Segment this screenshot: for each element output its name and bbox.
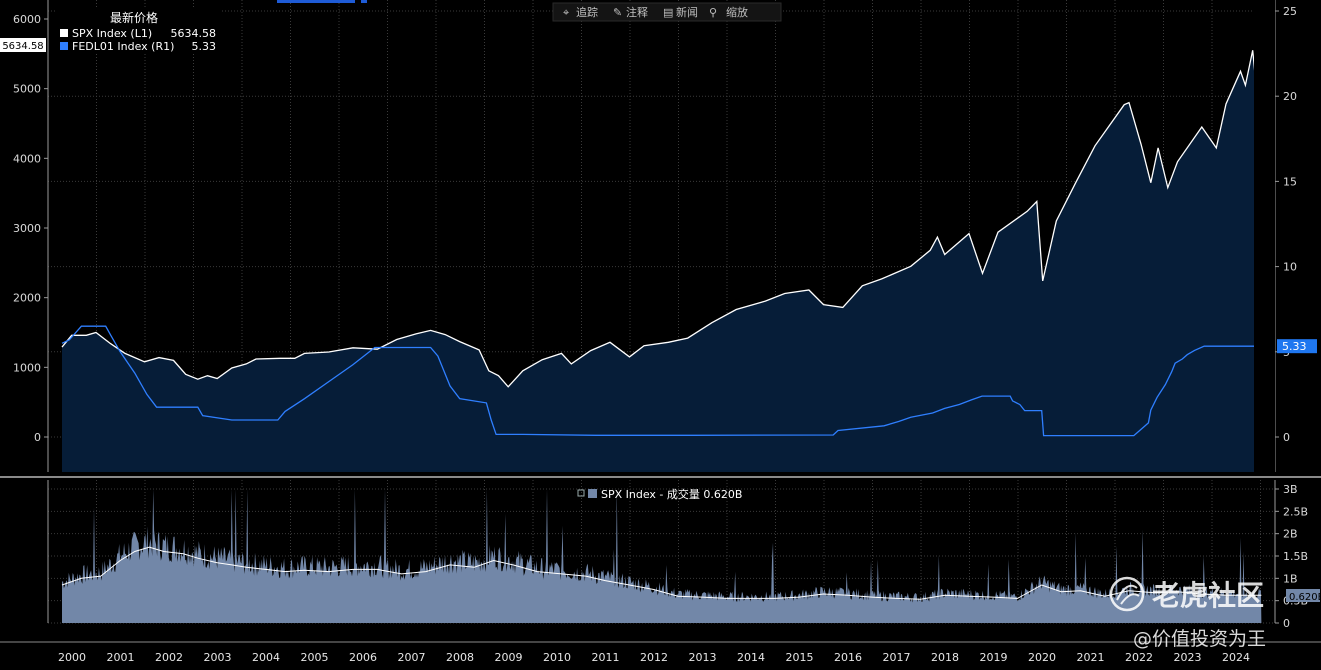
- watermark-author: @价值投资为王: [1133, 628, 1266, 650]
- x-tick-label: 2004: [252, 651, 280, 664]
- right-tick-label: 10: [1283, 261, 1297, 274]
- news-icon: ▤: [663, 6, 673, 19]
- x-tick-label: 2005: [301, 651, 329, 664]
- volume-tick-label: 2B: [1283, 528, 1298, 541]
- x-tick-label: 2022: [1125, 651, 1153, 664]
- spx-area: [62, 44, 1262, 472]
- last-value-fed: 5.33: [1277, 339, 1317, 354]
- crosshair-label: 追踪: [576, 5, 598, 19]
- volume-area: [62, 489, 1262, 623]
- right-axis-ticks: 0510152025: [1275, 5, 1297, 444]
- x-tick-label: 2002: [155, 651, 183, 664]
- zoom-button[interactable]: ⚲ 缩放: [709, 5, 748, 19]
- crosshair-icon: ⌖: [563, 6, 569, 19]
- news-label: 新闻: [676, 5, 698, 19]
- volume-tick-label: 3B: [1283, 483, 1298, 496]
- x-tick-label: 2020: [1028, 651, 1056, 664]
- right-tick-label: 20: [1283, 90, 1297, 103]
- x-tick-label: 2018: [931, 651, 959, 664]
- x-tick-label: 2013: [689, 651, 717, 664]
- x-tick-label: 2019: [980, 651, 1008, 664]
- annotate-label: 注释: [626, 5, 648, 19]
- watermark-logo-text: 老虎社区: [1152, 579, 1264, 612]
- legend-swatch-spx: [60, 29, 68, 37]
- x-tick-label: 2024: [1222, 651, 1250, 664]
- left-tick-label: 4000: [13, 152, 41, 165]
- left-tick-label: 5000: [13, 83, 41, 96]
- annotate-button[interactable]: ✎ 注释: [613, 5, 648, 19]
- last-value-spx: 5634.58: [0, 38, 46, 52]
- x-tick-label: 2003: [204, 651, 232, 664]
- watermark: 老虎社区 @价值投资为王: [1109, 576, 1266, 650]
- x-tick-label: 2010: [543, 651, 571, 664]
- magnifier-icon: ⚲: [709, 6, 717, 19]
- left-tick-label: 2000: [13, 292, 41, 305]
- x-axis-ticks: 2000 2001 2002 2003 2004 2005 2006 2007 2008 2009…: [58, 651, 1250, 664]
- volume-tick-label: 0: [1283, 617, 1290, 630]
- x-tick-label: 2009: [495, 651, 523, 664]
- x-tick-label: 2008: [446, 651, 474, 664]
- right-tick-label: 25: [1283, 5, 1297, 18]
- volume-tick-label: 2.5B: [1283, 505, 1308, 518]
- x-tick-label: 2001: [107, 651, 135, 664]
- legend-swatch-fed: [60, 42, 68, 50]
- last-value-volume-text: 0.620B: [1289, 592, 1321, 603]
- x-tick-label: 2007: [398, 651, 426, 664]
- x-tick-label: 2011: [592, 651, 620, 664]
- x-tick-label: 2006: [349, 651, 377, 664]
- crosshair-button[interactable]: ⌖ 追踪: [563, 5, 598, 19]
- x-tick-label: 2000: [58, 651, 86, 664]
- legend-entry-fed: FEDL01 Index (R1): [72, 40, 174, 53]
- x-tick-label: 2012: [640, 651, 668, 664]
- series-line-spx: [61, 43, 1262, 388]
- x-tick-label: 2016: [834, 651, 862, 664]
- right-tick-label: 15: [1283, 175, 1297, 188]
- x-tick-label: 2017: [883, 651, 911, 664]
- volume-tick-label: 1B: [1283, 572, 1298, 585]
- legend-entry-spx: SPX Index (L1): [72, 27, 152, 40]
- last-value-volume: 0.620B: [1286, 589, 1321, 603]
- legend-title: 最新价格: [110, 10, 158, 25]
- left-tick-label: 1000: [13, 361, 41, 374]
- left-axis-ticks: 0 1000 2000 3000 4000 5000 6000: [13, 13, 48, 444]
- volume-bars: [61, 489, 1262, 623]
- chart-toolbar: ⌖ 追踪 ✎ 注释 ▤ 新闻 ⚲ 缩放: [552, 2, 782, 22]
- tiger-logo-icon: [1109, 576, 1145, 612]
- left-tick-label: 0: [34, 431, 41, 444]
- x-tick-label: 2023: [1174, 651, 1202, 664]
- left-tick-label: 3000: [13, 222, 41, 235]
- volume-tick-label: 1.5B: [1283, 550, 1308, 563]
- pencil-icon: ✎: [613, 6, 622, 19]
- legend-value-spx: 5634.58: [171, 27, 217, 40]
- x-tick-label: 2015: [786, 651, 814, 664]
- right-tick-label: 0: [1283, 431, 1290, 444]
- zoom-label: 缩放: [726, 5, 748, 19]
- left-tick-label: 6000: [13, 13, 41, 26]
- legend: 最新价格 SPX Index (L1) 5634.58 FEDL01 Index…: [56, 9, 220, 54]
- volume-average-line: [61, 546, 1262, 600]
- legend-value-fed: 5.33: [192, 40, 217, 53]
- volume-title: SPX Index - 成交量 0.620B: [601, 487, 742, 501]
- x-tick-label: 2021: [1077, 651, 1105, 664]
- news-button[interactable]: ▤ 新闻: [663, 5, 698, 19]
- series-line-fed: [61, 325, 1262, 437]
- x-tick-label: 2014: [737, 651, 765, 664]
- last-value-fed-text: 5.33: [1282, 340, 1307, 353]
- volume-legend: SPX Index - 成交量 0.620B: [577, 487, 742, 501]
- last-value-spx-text: 5634.58: [2, 41, 43, 52]
